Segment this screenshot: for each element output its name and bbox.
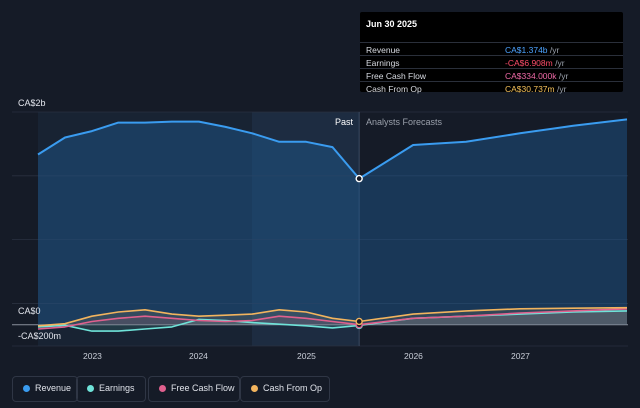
earnings-dot-icon: [87, 385, 94, 392]
series-lines: [37, 118, 628, 332]
tooltip-row-cfo: Cash From Op CA$30.737m /yr: [360, 81, 623, 94]
legend-label: Earnings: [99, 383, 135, 393]
x-tick-label: 2024: [189, 351, 208, 361]
legend-item-earnings[interactable]: Earnings: [76, 376, 146, 402]
forecast-label: Analysts Forecasts: [366, 117, 443, 127]
x-tick-label: 2027: [511, 351, 530, 361]
y-tick-label: CA$2b: [18, 98, 46, 108]
series-markers: [355, 174, 363, 330]
tooltip-value-revenue: CA$1.374b /yr: [505, 45, 560, 55]
revenue-marker: [355, 174, 363, 183]
x-tick-label: 2026: [404, 351, 423, 361]
gridlines: [12, 111, 628, 347]
fcf-line: [37, 308, 628, 330]
tooltip-label: Cash From Op: [366, 84, 422, 94]
revenue-dot-icon: [23, 385, 30, 392]
cfo-dot-icon: [251, 385, 258, 392]
y-tick-label: CA$0: [18, 306, 41, 316]
past-label: Past: [335, 117, 354, 127]
x-tick-label: 2023: [83, 351, 102, 361]
hover-band: [252, 112, 360, 346]
series-areas: [38, 119, 627, 332]
revenue-line: [37, 118, 628, 180]
tooltip-label: Revenue: [366, 45, 401, 55]
legend-item-cfo[interactable]: Cash From Op: [240, 376, 330, 402]
tooltip-row-fcf: Free Cash Flow CA$334.000k /yr: [360, 68, 623, 82]
tooltip-label: Earnings: [366, 58, 400, 68]
legend-item-fcf[interactable]: Free Cash Flow: [148, 376, 240, 402]
tooltip: Jun 30 2025 Revenue CA$1.374b /yr Earnin…: [360, 12, 623, 94]
tooltip-row-earnings: Earnings -CA$6.908m /yr: [360, 55, 623, 69]
legend-label: Free Cash Flow: [171, 383, 235, 393]
tooltip-date: Jun 30 2025: [366, 19, 418, 29]
tooltip-label: Free Cash Flow: [366, 71, 426, 81]
y-tick-label: -CA$200m: [18, 331, 62, 341]
tooltip-value-cfo: CA$30.737m /yr: [505, 84, 567, 94]
tooltip-row-revenue: Revenue CA$1.374b /yr: [360, 42, 623, 56]
legend-label: Revenue: [35, 383, 72, 393]
fcf-dot-icon: [159, 385, 166, 392]
tooltip-value-earnings: -CA$6.908m /yr: [505, 58, 565, 68]
cfo-marker: [355, 317, 363, 326]
legend-label: Cash From Op: [263, 383, 323, 393]
x-tick-label: 2025: [297, 351, 316, 361]
cfo-area: [38, 307, 627, 326]
legend-item-revenue[interactable]: Revenue: [12, 376, 78, 402]
cfo-line: [37, 306, 628, 327]
revenue-area: [38, 119, 627, 325]
tooltip-value-fcf: CA$334.000k /yr: [505, 71, 569, 81]
